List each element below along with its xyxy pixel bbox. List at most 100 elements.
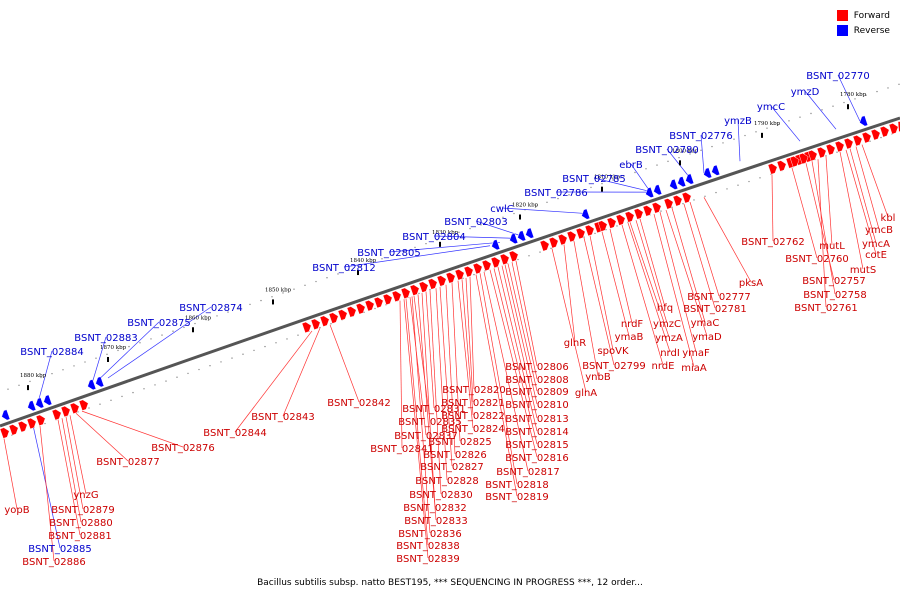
legend-forward-label: Forward <box>853 10 890 21</box>
gene-arrow-shape <box>301 321 312 334</box>
gene-label: ynbB <box>585 372 611 383</box>
gene-label: glnA <box>575 388 597 399</box>
leader-line <box>551 248 587 393</box>
gene-arrow-shape <box>861 132 872 144</box>
track-dot <box>869 140 871 142</box>
gene-arrow <box>391 290 402 303</box>
track-dot <box>172 330 174 332</box>
gene-label: BSNT_02822 <box>441 411 504 422</box>
track-dot <box>326 277 328 279</box>
kbp-tick-label: 1800 kbp <box>672 148 699 154</box>
leader-line <box>3 438 18 510</box>
track-dot <box>462 277 464 280</box>
gene-label: BSNT_02833 <box>404 516 467 527</box>
track-dot <box>418 292 420 295</box>
leader-line <box>475 220 521 236</box>
gene-arrow <box>767 163 778 175</box>
gene-arrow <box>337 309 348 321</box>
gene-label: BSNT_02879 <box>51 505 114 516</box>
leader-line <box>435 288 448 481</box>
gene-arrow-shape <box>35 397 45 409</box>
gene-arrow <box>69 402 80 415</box>
gene-arrow <box>310 318 321 330</box>
genome-backbone <box>0 116 900 428</box>
gene-arrow <box>355 303 366 315</box>
track-dot <box>671 206 673 209</box>
gene-label: BSNT_02780 <box>635 145 698 156</box>
leader-line <box>849 148 877 244</box>
gene-arrow <box>798 153 809 165</box>
kbp-tick-mark <box>439 241 441 247</box>
track-dot <box>491 220 493 222</box>
track-dot <box>176 376 178 378</box>
leader-line <box>501 265 538 419</box>
leader-line <box>511 262 538 380</box>
gene-arrow <box>364 300 375 312</box>
track-dot <box>737 184 739 186</box>
gene-arrow <box>606 217 617 229</box>
gene-arrow <box>843 138 854 150</box>
gene-arrow-shape <box>391 290 402 303</box>
leader-line <box>791 167 818 259</box>
leader-line <box>837 74 861 122</box>
gene-label: BSNT_02776 <box>669 131 732 142</box>
track-dot <box>469 227 471 230</box>
track-dot <box>132 391 134 394</box>
leader-line <box>770 105 801 142</box>
leader-line <box>425 291 435 409</box>
leader-line <box>861 144 889 218</box>
gene-label: kbl <box>881 213 896 224</box>
gene-arrow-shape <box>69 402 80 415</box>
gene-arrow <box>35 397 45 409</box>
gene-arrow-shape <box>633 208 644 220</box>
leader-line <box>666 148 691 179</box>
gene-arrow <box>677 176 687 188</box>
track-dot <box>297 334 299 336</box>
track-dot <box>187 372 189 375</box>
gene-arrow <box>633 208 644 220</box>
gene-arrow <box>78 399 89 411</box>
gene-label: ymzB <box>724 116 752 127</box>
reverse-swatch <box>836 25 848 36</box>
gene-arrow <box>35 414 46 426</box>
track-dot <box>183 326 185 329</box>
gene-label: cotE <box>865 250 887 261</box>
kbp-tick-label: 1820 kbp <box>512 203 539 209</box>
gene-arrow-shape <box>539 240 550 252</box>
track-dot <box>363 311 365 314</box>
gene-label: BSNT_02842 <box>327 398 390 409</box>
gene-arrow <box>17 421 28 433</box>
gene-arrow-shape <box>669 178 679 190</box>
track-dot <box>227 311 229 313</box>
gene-arrow-shape <box>409 284 420 296</box>
gene-arrow <box>888 123 899 135</box>
gene-arrow-shape <box>834 141 845 153</box>
leader-line <box>811 161 836 295</box>
leader-line <box>504 264 538 405</box>
leader-line <box>635 220 668 324</box>
track-dot <box>821 109 823 111</box>
gene-arrow <box>454 269 465 281</box>
gene-label: BSNT_02817 <box>496 467 559 478</box>
track-dot <box>594 232 596 235</box>
gene-arrow-shape <box>1 409 11 421</box>
gene-label: BSNT_02804 <box>402 232 465 243</box>
track-dot <box>612 179 614 181</box>
gene-arrow-shape <box>584 224 595 237</box>
track-dot <box>880 136 882 139</box>
track-dot <box>711 145 713 148</box>
gene-label: BSNT_02815 <box>505 440 568 451</box>
track-dot <box>425 242 427 245</box>
track-dot <box>546 201 548 204</box>
track-dot <box>836 151 838 153</box>
gene-arrow <box>859 115 869 127</box>
leader-line <box>653 214 695 368</box>
leader-line <box>37 350 53 403</box>
legend-reverse: Reverse <box>836 23 890 38</box>
track-dot <box>601 182 603 185</box>
gene-arrow-shape <box>548 237 559 249</box>
gene-label: BSNT_02825 <box>428 437 491 448</box>
gene-label: BSNT_02876 <box>151 443 214 454</box>
gene-arrow <box>575 227 586 240</box>
gene-label: mutL <box>819 241 845 252</box>
